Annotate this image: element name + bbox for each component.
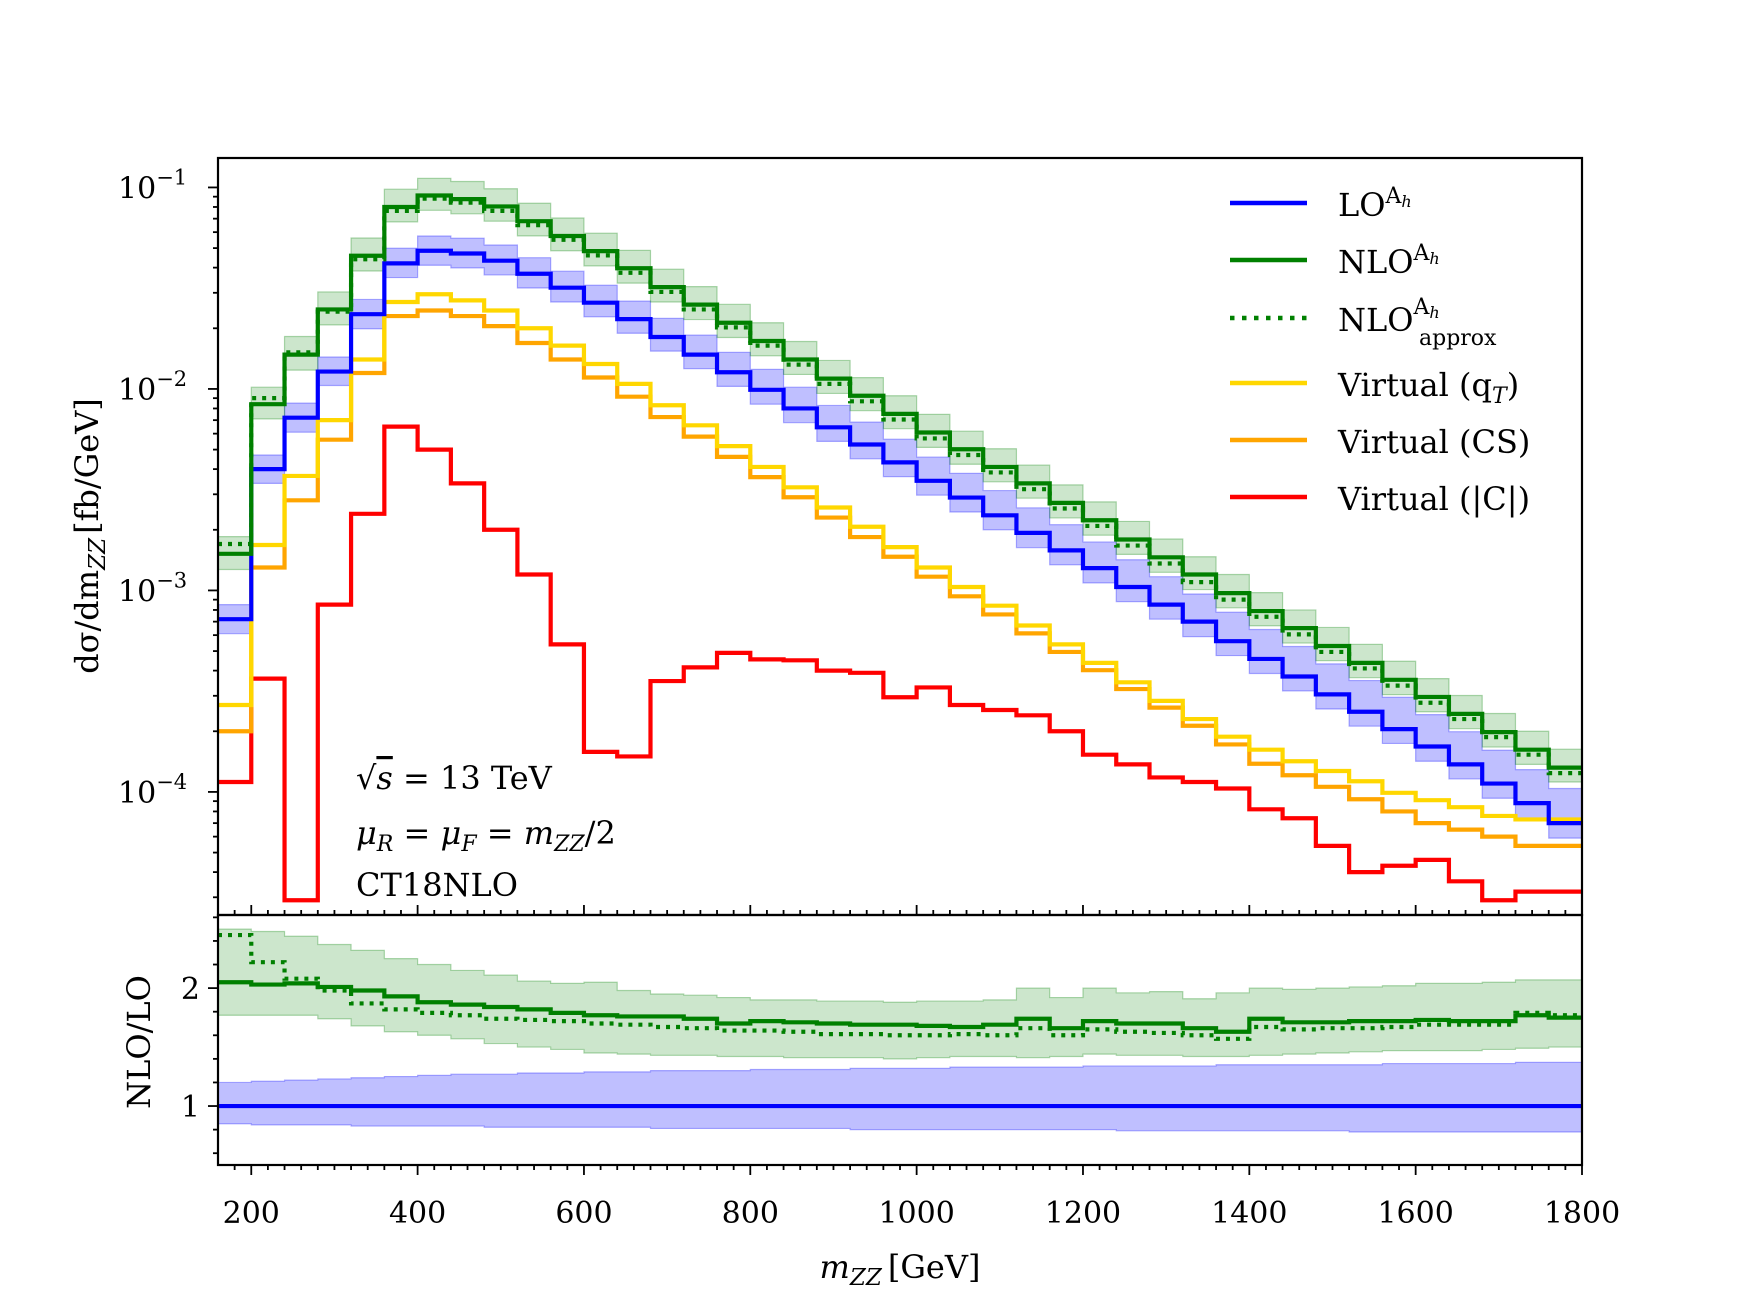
physics-annotations: √s = 13 TeV μR = μF = mZZ/2 CT18NLO: [356, 759, 616, 904]
legend-label-virtual-c: Virtual (|C|): [1337, 480, 1530, 518]
ratio-axis-ticks: [208, 916, 1583, 1175]
main-line-virtual-c: [218, 424, 1582, 903]
x-tick-label: 1800: [1544, 1196, 1620, 1231]
x-tick-label: 1200: [1045, 1196, 1121, 1231]
ratio-y-axis-label: NLO/LO: [120, 975, 158, 1109]
legend-label-virtual-qt: Virtual (qT): [1337, 366, 1519, 409]
ratio-band-lower-edge: [218, 1014, 1582, 1060]
legend-label-virtual-cs: Virtual (CS): [1337, 423, 1530, 461]
main-line-virtual-cs: [218, 308, 1582, 848]
main-band-upper-edge: [218, 235, 1582, 790]
energy-annotation: √s = 13 TeV: [356, 759, 553, 797]
x-tick-label: 1000: [878, 1196, 954, 1231]
x-tick-label: 200: [223, 1196, 280, 1231]
ratio-y-tick-label: 2: [181, 972, 200, 1007]
main-band-nlo-band: [218, 177, 1582, 783]
ratio-band-lower-edge: [218, 1123, 1582, 1133]
legend-label-nlo: NLOAh: [1338, 241, 1440, 281]
legend: LOAh NLOAh NLOAh approx Virtual (qT) Virt…: [1230, 184, 1530, 518]
ratio-band-upper-edge: [218, 928, 1582, 1003]
ratio-y-tick-labels: 12: [181, 972, 200, 1125]
main-y-tick-label: 10−3: [118, 568, 187, 609]
main-line-lo-a-h: [218, 248, 1582, 826]
main-band-upper-edge: [218, 177, 1582, 750]
main-y-tick-label: 10−1: [118, 165, 187, 206]
pdf-annotation: CT18NLO: [356, 866, 518, 904]
main-y-tick-label: 10−2: [118, 367, 187, 408]
x-tick-label: 800: [722, 1196, 779, 1231]
main-band-lo-band: [218, 235, 1582, 839]
x-axis-label: mZZ [GeV]: [820, 1248, 981, 1291]
main-uncertainty-bands: [218, 177, 1582, 839]
main-line-nlo-a-h-approx: [218, 196, 1582, 776]
scale-annotation: μR = μF = mZZ/2: [356, 814, 616, 857]
ratio-uncertainty-bands: [218, 928, 1582, 1133]
ratio-series-lines: [218, 932, 1582, 1109]
x-tick-labels: 200 400 600 800 1000 1200 1400 1600 1800: [223, 1196, 1621, 1231]
ratio-band-fill: [218, 929, 1582, 1059]
x-tick-label: 600: [555, 1196, 612, 1231]
main-band-lower-edge: [218, 264, 1582, 839]
main-band-lower-edge: [218, 209, 1582, 783]
ratio-band-upper-edge: [218, 1061, 1582, 1084]
ratio-y-tick-label: 1: [181, 1090, 200, 1125]
x-tick-label: 1600: [1377, 1196, 1453, 1231]
main-y-tick-labels: 10−1 10−2 10−3 10−4: [118, 165, 187, 810]
ratio-line-nlo-ratio: [218, 980, 1582, 1034]
main-line-virtual-q-t: [218, 292, 1582, 822]
main-y-tick-label: 10−4: [118, 770, 187, 811]
main-axis-ticks: [208, 186, 1583, 915]
ratio-band-nlo-ratio-band: [218, 928, 1582, 1060]
ratio-band-fill: [218, 1062, 1582, 1132]
main-series-lines: [218, 193, 1582, 903]
main-y-axis-label: dσ/dmZZ[fb/GeV]: [68, 398, 111, 674]
main-band-fill: [218, 178, 1582, 782]
legend-label-nlo-approx: NLOAh approx: [1338, 295, 1497, 351]
x-tick-label: 400: [389, 1196, 446, 1231]
legend-label-lo: LOAh: [1338, 184, 1412, 224]
ratio-band-lo-ratio-band: [218, 1061, 1582, 1133]
x-tick-label: 1400: [1211, 1196, 1287, 1231]
